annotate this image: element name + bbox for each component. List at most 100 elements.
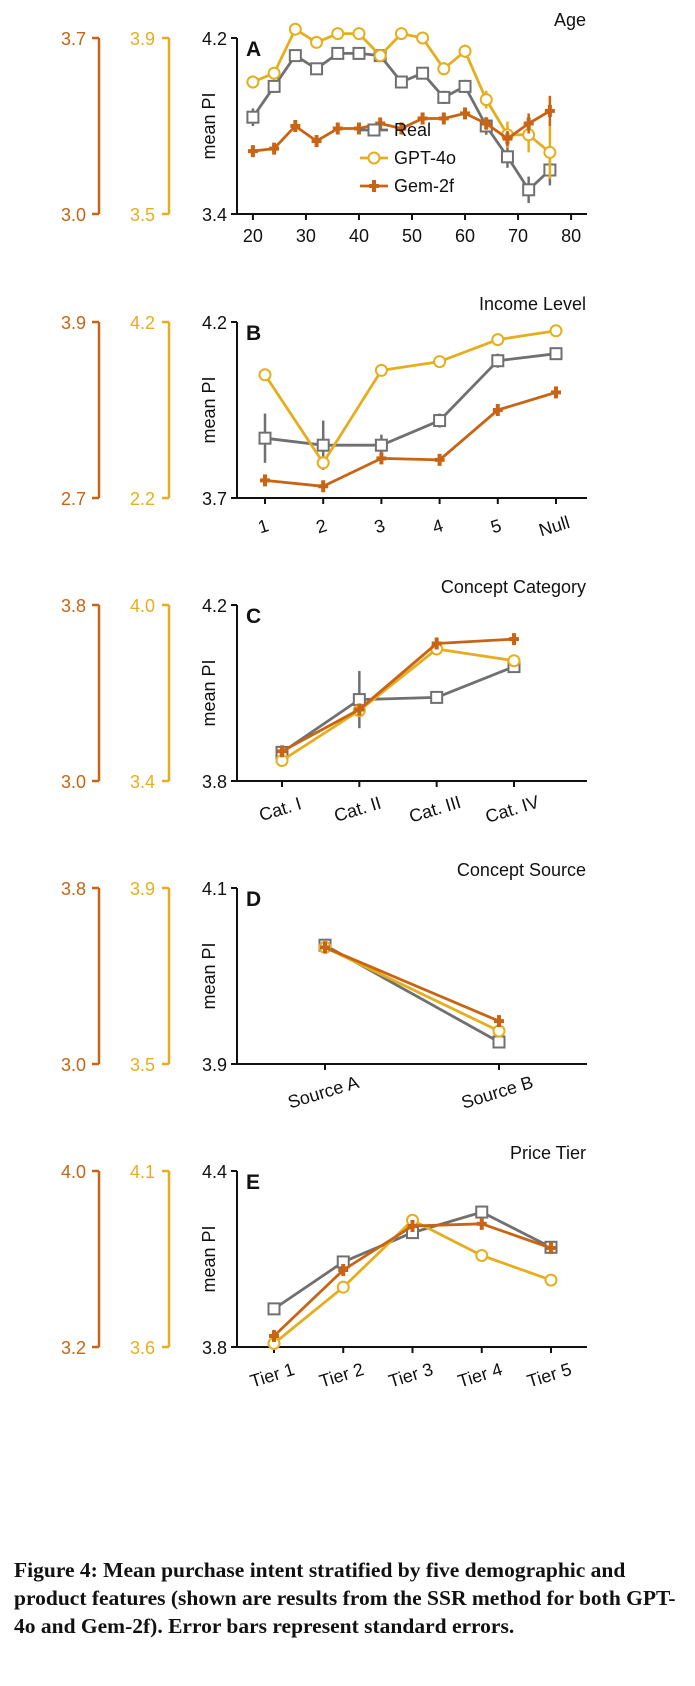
- data-point-v: [379, 452, 384, 465]
- secondary-axis-top-label: 3.9: [130, 879, 155, 899]
- series-gpt-4o: [258, 324, 563, 470]
- data-point: [336, 1280, 350, 1294]
- secondary-axis-gpt-4o: 3.9 3.5: [130, 879, 171, 1075]
- x-tick-label: Tier 3: [386, 1359, 435, 1391]
- data-point: [544, 1273, 558, 1287]
- data-point: [394, 75, 408, 89]
- secondary-axis-bottom-label: 3.0: [61, 205, 86, 225]
- data-point: [549, 324, 563, 338]
- legend-label: Gem-2f: [394, 176, 455, 196]
- data-point-v: [505, 132, 510, 145]
- data-point-v: [399, 122, 404, 135]
- y-tick-label-bottom: 3.4: [202, 205, 227, 225]
- data-point: [491, 333, 505, 347]
- data-point: [310, 62, 324, 76]
- data-point: [437, 90, 451, 104]
- legend-label: GPT-4o: [394, 148, 456, 168]
- data-point: [246, 110, 260, 124]
- secondary-axis-gpt-4o: 4.2 2.2: [130, 313, 171, 509]
- data-point: [288, 49, 302, 63]
- x-tick-label: Tier 5: [525, 1359, 574, 1391]
- data-point: [430, 690, 444, 704]
- panel-letter: A: [246, 38, 261, 61]
- series-line: [263, 329, 557, 465]
- data-point: [396, 122, 407, 135]
- data-point-v: [549, 1242, 553, 1254]
- data-point-v: [420, 112, 425, 125]
- data-point: [258, 431, 272, 445]
- x-tick-label: Null: [536, 512, 572, 540]
- data-point: [502, 132, 513, 145]
- x-tick-label: Tier 1: [248, 1359, 297, 1391]
- data-point: [331, 27, 345, 41]
- data-point: [434, 453, 445, 466]
- legend-label: Real: [394, 120, 431, 140]
- panel-c: 3.8 3.0 4.0 3.4 4.2 3.8 mean PI C Concept Catego…: [61, 577, 587, 827]
- data-point-v: [463, 107, 468, 120]
- data-point: [373, 49, 387, 63]
- series-gem-2f: [247, 95, 555, 158]
- x-tick-label: Cat. III: [407, 792, 464, 827]
- data-point: [269, 1330, 279, 1342]
- data-point-v: [272, 142, 277, 155]
- data-point: [352, 693, 366, 707]
- data-point-v: [554, 386, 558, 399]
- data-point: [476, 1217, 487, 1230]
- x-tick-label: 1: [256, 515, 271, 537]
- panel-title: Price Tier: [510, 1143, 586, 1163]
- y-tick-label-top: 4.1: [202, 879, 227, 899]
- secondary-axis-bottom-label: 3.6: [130, 1338, 155, 1358]
- x-tick-label: 70: [508, 226, 528, 246]
- panel-e: 4.0 3.2 4.1 3.6 4.4 3.8 mean PI E Price Tier Tier…: [61, 1143, 587, 1391]
- data-point: [267, 66, 281, 80]
- data-point-v: [484, 117, 489, 130]
- secondary-axis-top-label: 3.8: [61, 596, 86, 616]
- secondary-axis-gpt-4o: 3.9 3.5: [130, 29, 171, 225]
- series-line: [324, 946, 500, 1023]
- data-point-v: [378, 117, 383, 130]
- secondary-axis-gem-2f: 3.9 2.7: [61, 313, 101, 509]
- y-axis-label: mean PI: [199, 942, 219, 1009]
- secondary-axis-bottom-label: 3.2: [61, 1338, 86, 1358]
- data-point: [320, 941, 330, 954]
- series-line: [281, 647, 515, 762]
- x-tick-label: 2: [314, 515, 329, 537]
- data-point-v: [314, 135, 319, 148]
- data-point: [438, 112, 449, 125]
- series-real: [258, 347, 563, 470]
- y-tick-label-bottom: 3.7: [202, 489, 227, 509]
- data-point: [352, 27, 366, 41]
- x-tick-label: 3: [372, 515, 387, 537]
- data-point-v: [280, 745, 284, 758]
- x-tick-label: Cat. II: [332, 793, 384, 826]
- series-gpt-4o: [246, 22, 557, 179]
- legend-marker-v: [372, 180, 376, 192]
- series-gem-2f: [277, 633, 519, 758]
- panel-b: 3.9 2.7 4.2 2.2 4.2 3.7 mean PI B Income Level 1 2…: [61, 294, 587, 540]
- data-point: [479, 93, 493, 107]
- data-point: [491, 354, 505, 368]
- data-point: [431, 637, 442, 650]
- data-point-v: [437, 453, 442, 466]
- data-point-v: [410, 1220, 415, 1232]
- secondary-axis-top-label: 3.8: [61, 879, 86, 899]
- y-tick-label-top: 4.4: [202, 1162, 227, 1182]
- series-real: [246, 46, 557, 203]
- data-point: [509, 633, 519, 646]
- data-point: [481, 117, 492, 130]
- data-point: [544, 104, 555, 117]
- panel-title: Age: [554, 10, 586, 30]
- data-point-v: [434, 637, 439, 650]
- data-point: [267, 1302, 281, 1316]
- secondary-axis-gem-2f: 3.8 3.0: [61, 879, 101, 1075]
- data-point-v: [512, 633, 516, 646]
- panel-a: 3.7 3.0 3.9 3.5 4.2 3.4 mean PI A Age 20 30 40 50 60 7…: [61, 10, 587, 246]
- panel-d: 3.8 3.0 3.9 3.5 4.1 3.9 mean PI D Concept Source…: [61, 860, 587, 1113]
- data-point: [543, 145, 557, 159]
- data-point: [375, 117, 386, 130]
- data-point: [458, 79, 472, 93]
- secondary-axis-gem-2f: 4.0 3.2: [61, 1162, 101, 1358]
- data-point: [310, 35, 324, 49]
- data-point: [316, 438, 330, 452]
- panel-letter: C: [246, 605, 261, 628]
